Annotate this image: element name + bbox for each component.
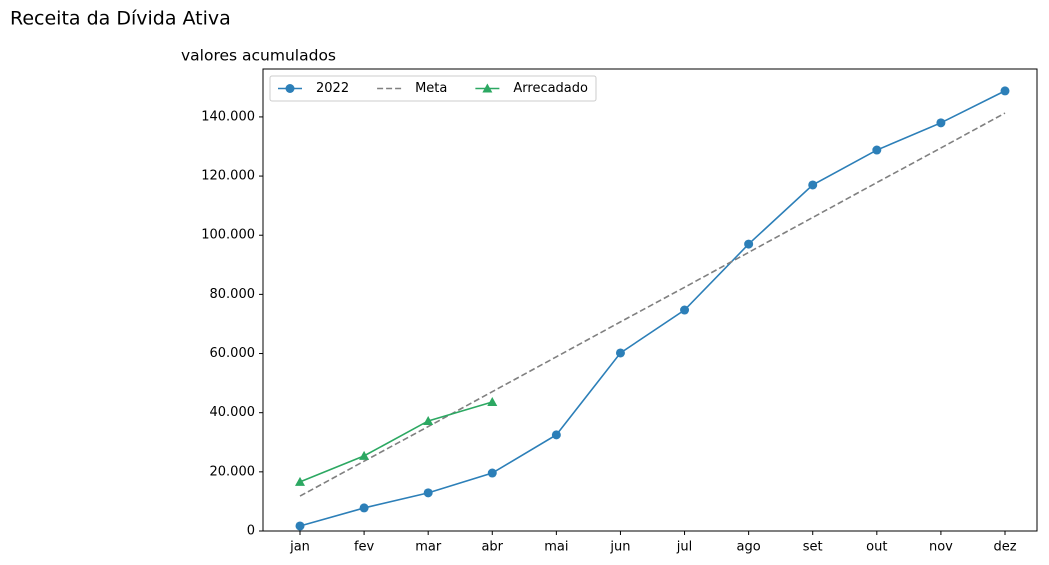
y-tick-label: 0	[247, 524, 255, 539]
x-tick-label: fev	[354, 540, 375, 555]
chart-subtitle: valores acumulados	[181, 47, 336, 65]
y-tick-label: 20.000	[210, 464, 256, 479]
data-point	[487, 468, 497, 478]
legend-label: Meta	[415, 81, 447, 96]
legend-label: 2022	[316, 81, 349, 96]
data-point	[615, 348, 625, 358]
y-tick-label: 140.000	[201, 109, 255, 124]
legend-marker	[285, 84, 295, 93]
y-tick-label: 100.000	[201, 228, 255, 243]
y-tick-label: 120.000	[201, 169, 255, 184]
legend-label: Arrecadado	[513, 81, 588, 96]
legend-frame	[269, 75, 597, 102]
x-tick-label: jan	[289, 540, 310, 555]
data-point	[680, 305, 690, 315]
legend-marker	[482, 83, 493, 93]
x-tick-label: ago	[737, 540, 761, 555]
data-point	[808, 180, 818, 190]
series-line	[299, 90, 1006, 527]
x-tick-label: mai	[544, 540, 568, 555]
data-point	[359, 450, 370, 460]
series-line	[299, 401, 493, 483]
data-point	[359, 503, 369, 513]
y-tick-label: 60.000	[210, 346, 256, 361]
x-tick-label: jun	[609, 540, 630, 555]
plot-frame	[262, 68, 1038, 532]
x-tick-label: dez	[993, 540, 1016, 555]
data-point	[744, 239, 754, 249]
x-tick-label: mar	[415, 540, 442, 555]
x-tick-label: set	[803, 540, 823, 555]
data-point	[551, 430, 561, 440]
legend: 2022 Meta Arrecadado	[269, 75, 597, 102]
data-point	[295, 476, 305, 486]
y-tick-label: 40.000	[210, 405, 256, 420]
x-tick-label: nov	[929, 540, 953, 555]
y-tick-label: 80.000	[210, 287, 256, 302]
x-tick-label: abr	[481, 540, 503, 555]
chart-title: Receita da Dívida Ativa	[10, 8, 231, 30]
series-line	[299, 112, 1006, 497]
data-point	[423, 488, 433, 498]
x-tick-label: out	[866, 540, 887, 555]
data-point	[872, 145, 882, 155]
data-point	[1000, 86, 1010, 96]
data-point	[295, 521, 305, 531]
data-point	[487, 397, 498, 407]
data-point	[936, 118, 946, 128]
x-tick-label: jul	[676, 540, 692, 555]
data-point	[423, 415, 434, 425]
